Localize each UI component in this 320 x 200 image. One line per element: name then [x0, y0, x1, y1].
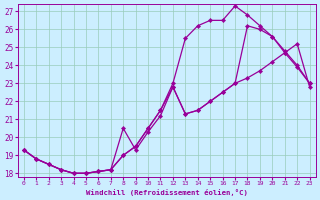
X-axis label: Windchill (Refroidissement éolien,°C): Windchill (Refroidissement éolien,°C) [86, 189, 248, 196]
